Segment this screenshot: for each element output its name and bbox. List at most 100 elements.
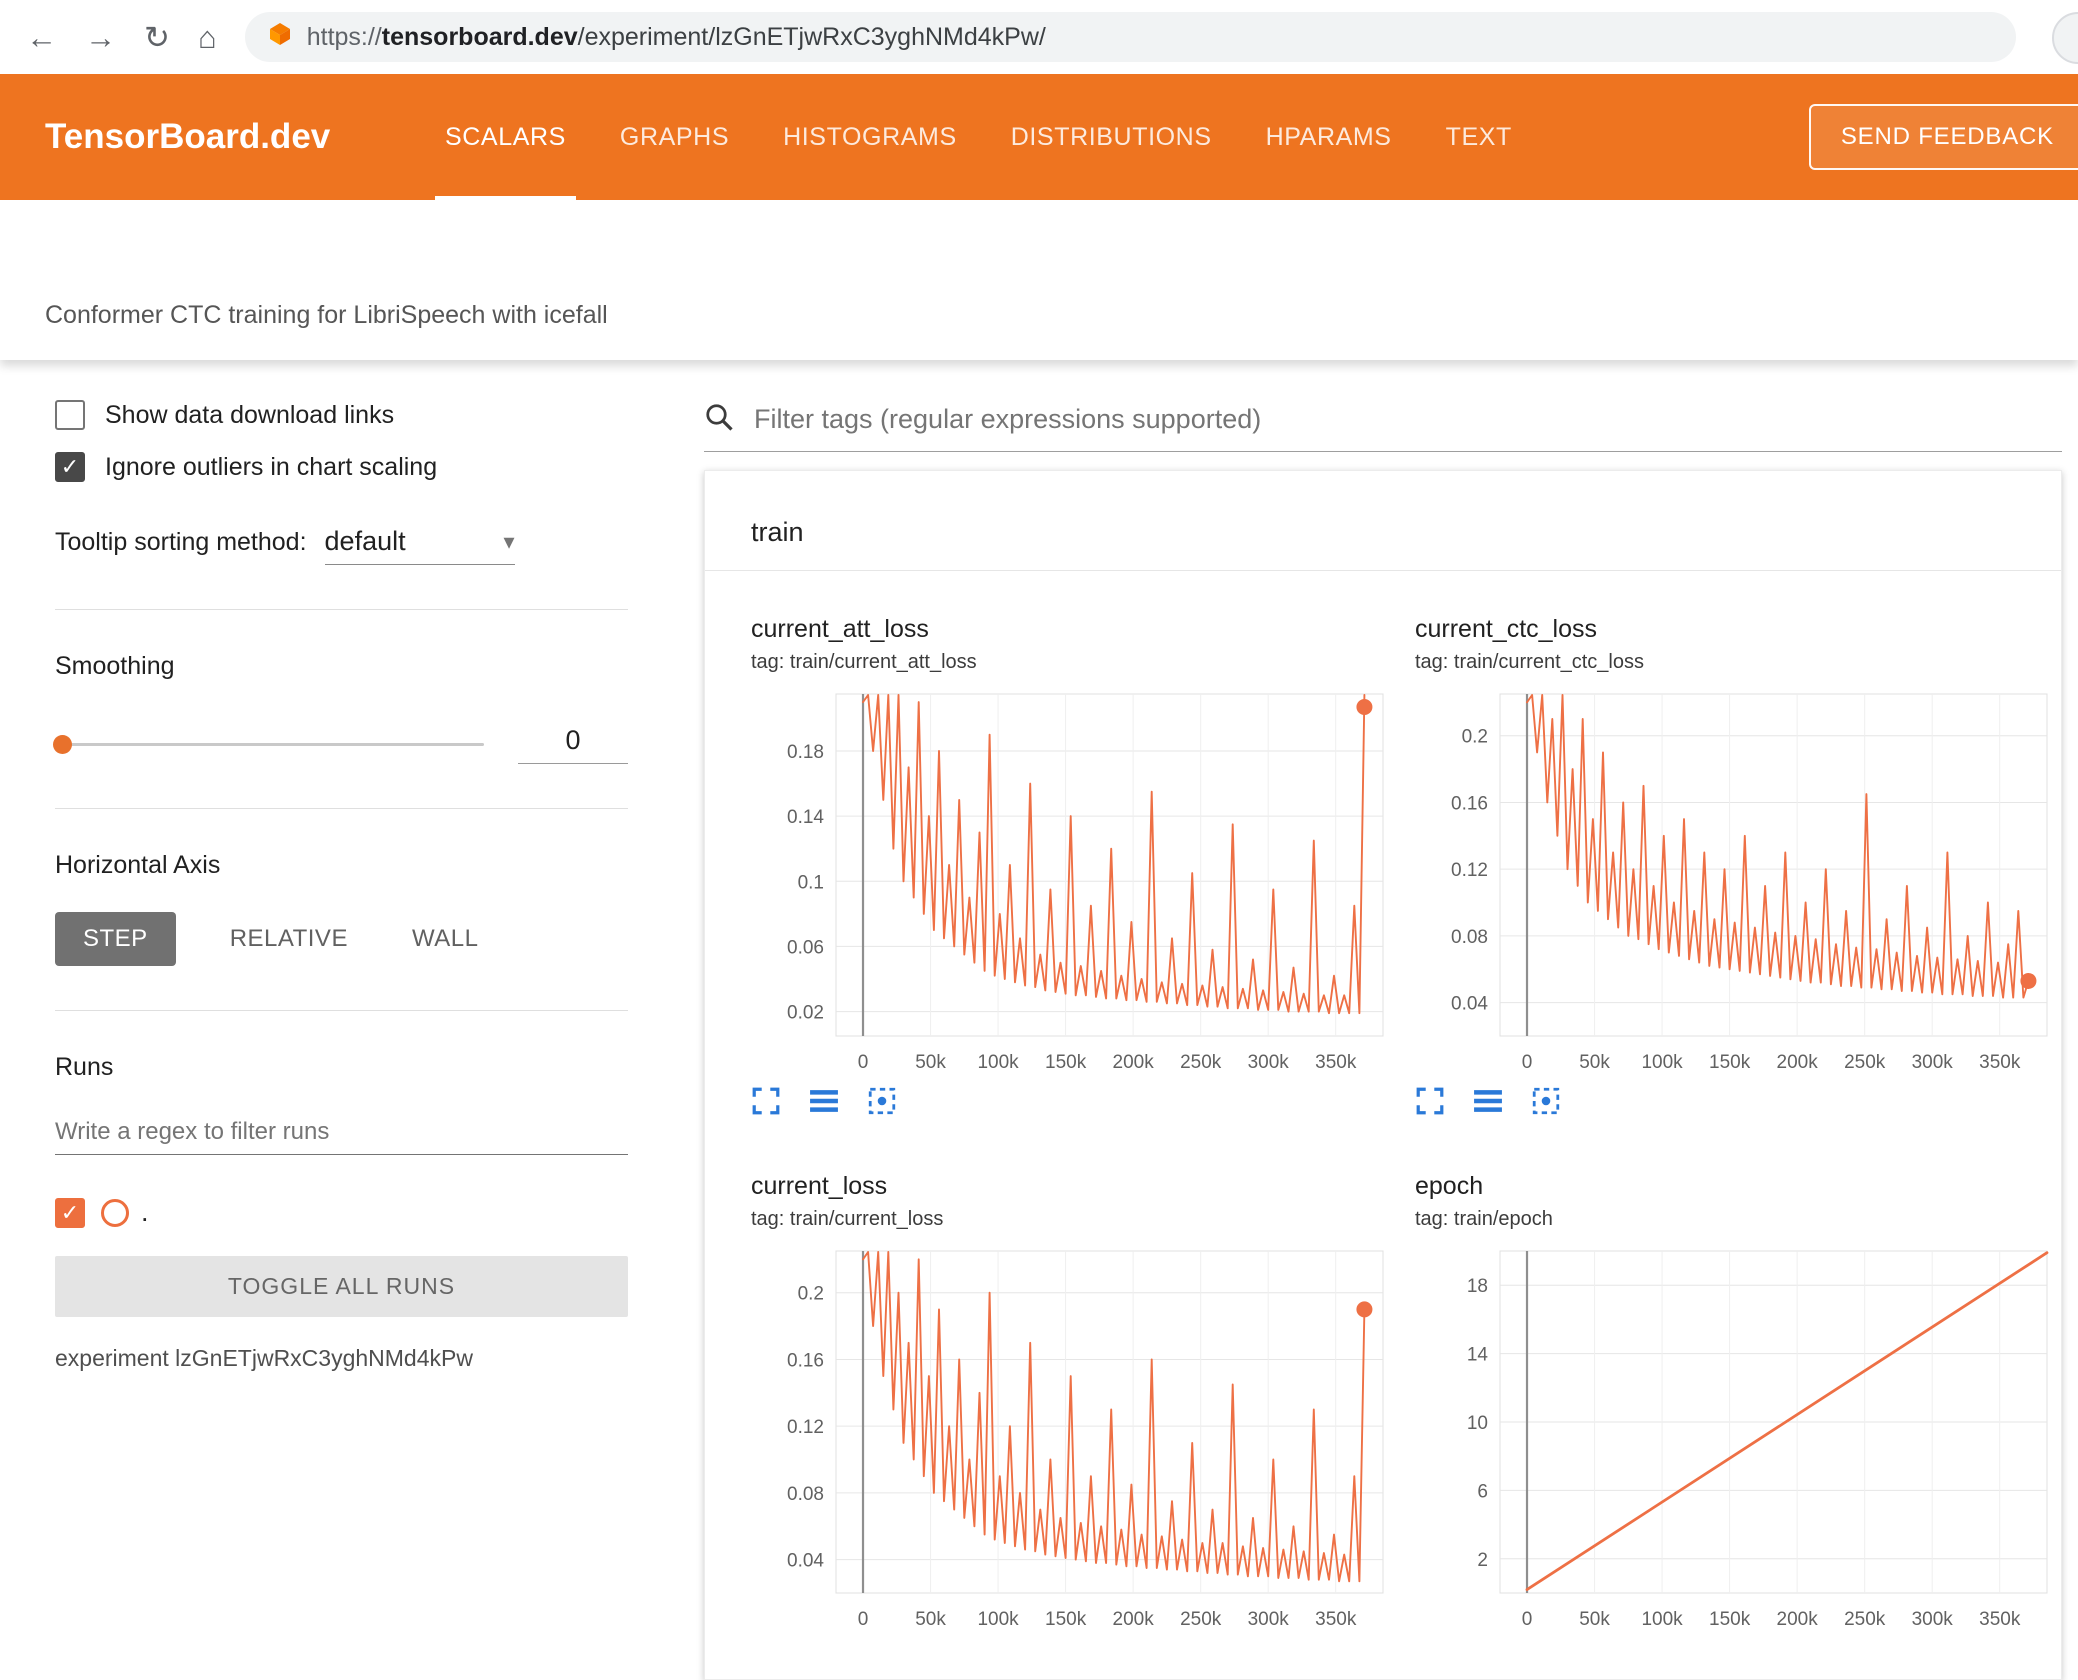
chart-tag: tag: train/current_att_loss bbox=[751, 651, 977, 673]
axis-wall-button[interactable]: WALL bbox=[402, 912, 488, 966]
tab-distributions[interactable]: DISTRIBUTIONS bbox=[1010, 122, 1212, 151]
forward-icon[interactable]: → bbox=[85, 19, 116, 55]
toggle-series-icon[interactable] bbox=[1473, 1088, 1503, 1114]
tab-scalars[interactable]: SCALARS bbox=[435, 74, 576, 200]
smoothing-slider-row: 0 bbox=[53, 725, 628, 764]
avatar[interactable] bbox=[2052, 12, 2078, 64]
svg-text:200k: 200k bbox=[1777, 1052, 1819, 1073]
smoothing-slider[interactable] bbox=[53, 735, 484, 754]
send-feedback-button[interactable]: SEND FEEDBACK bbox=[1808, 104, 2078, 170]
svg-text:0.08: 0.08 bbox=[787, 1484, 824, 1505]
scalar-chart-plot[interactable]: 0.04 0.08 0.12 0.16 0.2 0 50k 100k 150k 200k 250k 3… bbox=[751, 1239, 1401, 1639]
svg-text:150k: 150k bbox=[1045, 1052, 1087, 1073]
ignore-outliers-checkbox[interactable]: ✓ bbox=[55, 452, 85, 482]
chart-toolbar bbox=[1415, 1086, 2065, 1116]
tooltip-sorting-row: Tooltip sorting method: default ▾ bbox=[55, 526, 628, 565]
tab-hparams[interactable]: HPARAMS bbox=[1265, 122, 1392, 151]
run-checkbox[interactable]: ✓ bbox=[55, 1197, 85, 1228]
scalar-chart-plot[interactable]: 0.04 0.08 0.12 0.16 0.2 0 50k 100k 150k 200k 250k 3… bbox=[1415, 682, 2065, 1082]
axis-relative-button[interactable]: RELATIVE bbox=[220, 912, 358, 966]
scalar-chart-plot[interactable]: 2 6 10 14 18 0 50k 100k 150k 200k 250k 300k 350k bbox=[1415, 1239, 2065, 1639]
horizontal-axis-label: Horizontal Axis bbox=[55, 851, 221, 879]
charts-grid: current_att_loss tag: train/current_att_… bbox=[705, 571, 2061, 1679]
app-header: TensorBoard.dev SCALARS GRAPHS HISTOGRAM… bbox=[0, 74, 2078, 200]
reload-icon[interactable]: ↻ bbox=[144, 19, 170, 55]
fit-domain-icon[interactable] bbox=[867, 1086, 897, 1116]
run-color-swatch[interactable] bbox=[101, 1198, 129, 1227]
browser-chrome: ← → ↻ ⌂ https://tensorboard.dev/experime… bbox=[0, 0, 2078, 74]
svg-text:150k: 150k bbox=[1709, 1609, 1751, 1630]
axis-step-button[interactable]: STEP bbox=[55, 912, 176, 966]
tab-histograms[interactable]: HISTOGRAMS bbox=[783, 122, 957, 151]
section-title[interactable]: train bbox=[705, 471, 2061, 571]
experiment-id-caption: experiment lzGnETjwRxC3yghNMd4kPw bbox=[55, 1345, 473, 1371]
smoothing-value-field[interactable]: 0 bbox=[518, 725, 628, 764]
chevron-down-icon: ▾ bbox=[503, 528, 515, 554]
svg-text:10: 10 bbox=[1467, 1413, 1488, 1434]
scalar-chart-plot[interactable]: 0.02 0.06 0.1 0.14 0.18 0 50k 100k 150k 200k 250k 3… bbox=[751, 682, 1401, 1082]
svg-text:350k: 350k bbox=[1979, 1052, 2021, 1073]
chart-epoch: epoch tag: train/epoch 2 6 10 14 18 0 50k 100k 1… bbox=[1415, 1172, 2065, 1639]
svg-text:0.06: 0.06 bbox=[787, 937, 824, 958]
divider bbox=[55, 1010, 628, 1011]
check-icon: ✓ bbox=[60, 454, 80, 479]
show-download-checkbox[interactable] bbox=[55, 400, 85, 430]
settings-sidebar: Show data download links ✓ Ignore outlie… bbox=[0, 360, 690, 1666]
address-bar[interactable]: https://tensorboard.dev/experiment/lzGnE… bbox=[244, 12, 2016, 62]
back-icon[interactable]: ← bbox=[26, 19, 57, 55]
svg-text:150k: 150k bbox=[1045, 1609, 1087, 1630]
svg-text:100k: 100k bbox=[977, 1609, 1019, 1630]
toggle-all-runs-button[interactable]: TOGGLE ALL RUNS bbox=[55, 1256, 628, 1317]
ignore-outliers-label: Ignore outliers in chart scaling bbox=[105, 452, 438, 481]
fullscreen-icon[interactable] bbox=[751, 1086, 781, 1116]
svg-text:0.16: 0.16 bbox=[1451, 793, 1488, 814]
svg-text:50k: 50k bbox=[915, 1052, 946, 1073]
home-icon[interactable]: ⌂ bbox=[197, 19, 217, 55]
app-title: TensorBoard.dev bbox=[45, 117, 331, 156]
ignore-outliers-row: ✓ Ignore outliers in chart scaling bbox=[55, 452, 628, 482]
tab-text[interactable]: TEXT bbox=[1445, 122, 1512, 151]
svg-text:150k: 150k bbox=[1709, 1052, 1751, 1073]
chart-toolbar bbox=[751, 1086, 1401, 1116]
tooltip-sorting-select[interactable]: default ▾ bbox=[324, 526, 515, 565]
experiment-subtitle-bar: Conformer CTC training for LibriSpeech w… bbox=[0, 200, 2078, 360]
slider-thumb[interactable] bbox=[53, 735, 72, 754]
tooltip-sorting-value: default bbox=[324, 526, 406, 556]
svg-text:0.04: 0.04 bbox=[787, 1551, 824, 1572]
svg-text:2: 2 bbox=[1477, 1550, 1488, 1571]
svg-text:6: 6 bbox=[1477, 1481, 1488, 1502]
svg-text:350k: 350k bbox=[1315, 1609, 1357, 1630]
site-favicon bbox=[267, 21, 293, 54]
fit-domain-icon[interactable] bbox=[1531, 1086, 1561, 1116]
tooltip-sorting-label: Tooltip sorting method: bbox=[55, 528, 307, 556]
svg-text:100k: 100k bbox=[1641, 1052, 1683, 1073]
svg-text:100k: 100k bbox=[1641, 1609, 1683, 1630]
chart-title: current_ctc_loss bbox=[1415, 615, 1598, 643]
svg-text:0.18: 0.18 bbox=[787, 742, 824, 763]
content-area: Show data download links ✓ Ignore outlie… bbox=[0, 360, 2078, 1680]
chart-title: current_att_loss bbox=[751, 615, 929, 643]
svg-text:50k: 50k bbox=[915, 1609, 946, 1630]
svg-text:0.16: 0.16 bbox=[787, 1350, 824, 1371]
svg-text:350k: 350k bbox=[1979, 1609, 2021, 1630]
experiment-description: Conformer CTC training for LibriSpeech w… bbox=[45, 301, 608, 329]
url-domain: tensorboard.dev bbox=[381, 22, 578, 51]
check-icon: ✓ bbox=[60, 1199, 80, 1225]
svg-text:14: 14 bbox=[1467, 1345, 1489, 1366]
filter-tags-input[interactable] bbox=[752, 403, 2062, 436]
smoothing-label: Smoothing bbox=[55, 652, 175, 680]
chart-current-att-loss: current_att_loss tag: train/current_att_… bbox=[751, 615, 1401, 1116]
horizontal-axis-buttons: STEP RELATIVE WALL bbox=[55, 912, 628, 966]
runs-filter-input[interactable] bbox=[55, 1110, 628, 1155]
tab-graphs[interactable]: GRAPHS bbox=[619, 122, 730, 151]
svg-text:50k: 50k bbox=[1579, 1052, 1610, 1073]
svg-text:300k: 300k bbox=[1912, 1052, 1954, 1073]
svg-text:0.08: 0.08 bbox=[1451, 927, 1488, 948]
fullscreen-icon[interactable] bbox=[1415, 1086, 1445, 1116]
chart-title: current_loss bbox=[751, 1172, 888, 1200]
run-name: . bbox=[141, 1197, 149, 1227]
filter-tags-row bbox=[704, 402, 2062, 452]
svg-text:0.02: 0.02 bbox=[787, 1003, 824, 1024]
toggle-series-icon[interactable] bbox=[809, 1088, 839, 1114]
svg-text:0.12: 0.12 bbox=[787, 1417, 824, 1438]
